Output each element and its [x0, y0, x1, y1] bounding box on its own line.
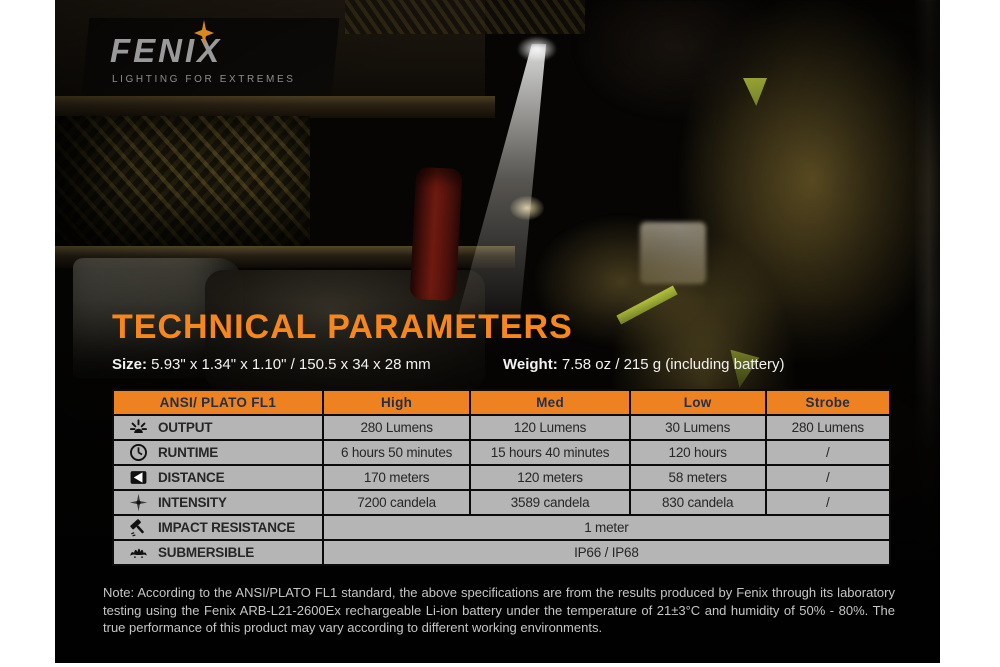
intensity-low: 830 candela — [628, 489, 767, 516]
bright-door-panel — [640, 222, 706, 284]
table-header-row: ANSI/ PLATO FL1 High Med Low Strobe — [112, 389, 892, 416]
impact-hammer-icon — [128, 518, 148, 538]
header-med: Med — [469, 389, 631, 416]
header-ansi-plato: ANSI/ PLATO FL1 — [112, 389, 324, 416]
table-row-intensity: INTENSITY 7200 candela 3589 candela 830 … — [112, 489, 892, 516]
distance-strobe: / — [764, 464, 892, 491]
intensity-high: 7200 candela — [321, 489, 472, 516]
door-frame-right — [915, 0, 940, 663]
intensity-crosshair-icon — [128, 493, 148, 513]
output-high: 280 Lumens — [321, 414, 472, 441]
weight-label: Weight: — [503, 356, 558, 373]
output-low: 30 Lumens — [628, 414, 767, 441]
fenix-logo-text: FENIX — [110, 32, 223, 69]
row-label: SUBMERSIBLE — [158, 545, 255, 560]
row-label: DISTANCE — [158, 470, 225, 485]
glove-highlight — [510, 196, 544, 220]
background-photo: FENIX LIGHTING FOR EXTREMES TECHNICAL PA… — [55, 0, 940, 663]
row-label: IMPACT RESISTANCE — [158, 520, 296, 535]
impact-value: 1 meter — [321, 514, 892, 541]
runtime-low: 120 hours — [628, 439, 767, 466]
distance-med: 120 meters — [469, 464, 631, 491]
footnote: Note: According to the ANSI/PLATO FL1 st… — [103, 585, 895, 635]
distance-high: 170 meters — [321, 464, 472, 491]
flashlight-glow — [517, 36, 557, 62]
distance-low: 58 meters — [628, 464, 767, 491]
submersible-value: IP66 / IP68 — [321, 539, 892, 566]
runtime-clock-icon — [128, 443, 148, 463]
row-label: OUTPUT — [158, 420, 213, 435]
fire-extinguisher — [409, 166, 463, 302]
row-label: RUNTIME — [158, 445, 219, 460]
intensity-strobe: / — [764, 489, 892, 516]
truck-shelf-edge — [55, 96, 495, 118]
table-row-impact: IMPACT RESISTANCE 1 meter — [112, 514, 892, 541]
size-spec: Size: 5.93" x 1.34" x 1.10" / 150.5 x 34… — [112, 356, 431, 373]
weight-spec: Weight: 7.58 oz / 215 g (including batte… — [503, 356, 785, 373]
size-value: 5.93" x 1.34" x 1.10" / 150.5 x 34 x 28 … — [147, 356, 431, 373]
table-row-runtime: RUNTIME 6 hours 50 minutes 15 hours 40 m… — [112, 439, 892, 466]
output-burst-icon — [128, 418, 148, 438]
header-low: Low — [628, 389, 767, 416]
fenix-tagline: LIGHTING FOR EXTREMES — [112, 74, 296, 85]
submersible-splash-icon — [128, 543, 148, 563]
diamond-plate-panel — [55, 116, 310, 258]
header-strobe: Strobe — [764, 389, 892, 416]
output-med: 120 Lumens — [469, 414, 631, 441]
size-label: Size: — [112, 356, 148, 373]
runtime-strobe: / — [764, 439, 892, 466]
flashlight-beam — [450, 44, 547, 344]
runtime-med: 15 hours 40 minutes — [469, 439, 631, 466]
page-title: TECHNICAL PARAMETERS — [112, 308, 573, 346]
truck-shelf-mid — [55, 246, 515, 268]
diamond-plate-far — [345, 0, 585, 34]
reflective-triangle-1 — [743, 78, 767, 106]
fenix-logo: FENIX LIGHTING FOR EXTREMES — [110, 20, 310, 94]
runtime-high: 6 hours 50 minutes — [321, 439, 472, 466]
reflective-band-2 — [616, 285, 678, 325]
table-row-output: OUTPUT 280 Lumens 120 Lumens 30 Lumens 2… — [112, 414, 892, 441]
intensity-med: 3589 candela — [469, 489, 631, 516]
spec-table: ANSI/ PLATO FL1 High Med Low Strobe OUTP… — [112, 389, 892, 566]
table-row-submersible: SUBMERSIBLE IP66 / IP68 — [112, 539, 892, 566]
table-row-distance: DISTANCE 170 meters 120 meters 58 meters… — [112, 464, 892, 491]
weight-value: 7.58 oz / 215 g (including battery) — [557, 356, 785, 373]
distance-beam-icon — [128, 468, 148, 488]
row-label: INTENSITY — [158, 495, 227, 510]
output-strobe: 280 Lumens — [764, 414, 892, 441]
header-high: High — [321, 389, 472, 416]
